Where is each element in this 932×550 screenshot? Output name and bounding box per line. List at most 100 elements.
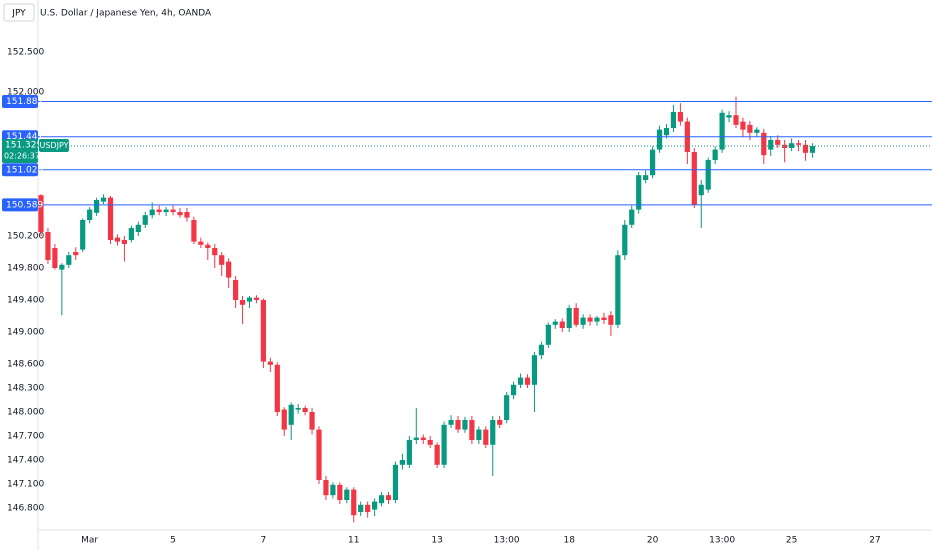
candle-body (441, 424, 447, 465)
level-label-bg (2, 198, 38, 212)
candle-body (267, 361, 273, 365)
candle-body (761, 132, 767, 156)
candle-body (281, 409, 287, 430)
candle-body (476, 429, 482, 440)
candle-body (392, 464, 399, 500)
candle-body (233, 280, 239, 300)
candle-body (239, 300, 246, 305)
candle-body (622, 224, 628, 256)
candle-body (504, 395, 510, 420)
symbol-label: USDJPY (40, 141, 69, 150)
candle-body (128, 228, 134, 240)
candle-body (573, 308, 579, 325)
y-tick-label: 152.000 (7, 88, 44, 98)
x-tick-label: Mar (81, 536, 98, 546)
candle-body (59, 264, 65, 270)
x-tick-label: 11 (348, 536, 359, 546)
candle-body (295, 408, 301, 410)
candle-body (170, 209, 176, 212)
candle-body (712, 149, 718, 160)
y-tick-label: 148.000 (7, 408, 44, 418)
x-tick-label: 25 (786, 536, 797, 546)
currency-box[interactable] (3, 3, 35, 22)
candle-body (747, 124, 753, 133)
candle-body (358, 504, 364, 512)
candle-body (448, 420, 454, 425)
candle-body (615, 255, 621, 325)
symbol-bg (39, 139, 69, 152)
candle-body (73, 252, 79, 256)
y-tick-label: 148.300 (7, 384, 44, 394)
candle-body (226, 261, 232, 278)
candle-body (754, 129, 760, 133)
candle-body (580, 317, 586, 325)
candle-body (94, 200, 100, 213)
candle-body (149, 209, 155, 216)
candle-body (733, 115, 739, 125)
candle-body (344, 489, 350, 500)
candle-body (524, 377, 531, 385)
level-label: 151.882 (6, 97, 43, 107)
currency: JPY (11, 9, 26, 19)
candle-body (768, 140, 774, 150)
candle-body (601, 317, 607, 320)
candle-body (434, 444, 440, 465)
candle-body (302, 408, 308, 412)
candle-body (740, 121, 746, 130)
candle-body (38, 195, 44, 232)
y-tick-label: 149.800 (7, 264, 44, 274)
candle-body (698, 184, 704, 196)
candle-body (483, 429, 489, 445)
candle-body (511, 384, 517, 396)
candle-body (719, 112, 725, 150)
candle-body (782, 144, 788, 148)
candle-body (455, 420, 461, 430)
candle-body (413, 437, 419, 440)
candle-body (45, 232, 51, 260)
candle-body (490, 420, 496, 445)
chart-title: U.S. Dollar / Japanese Yen, 4h, OANDA (40, 9, 212, 19)
candle-body (385, 495, 392, 500)
candle-body (462, 420, 468, 430)
y-tick-label: 148.600 (7, 360, 44, 370)
candle-body (372, 501, 378, 510)
last-price-label: 151.325 (5, 141, 42, 151)
candle-body (775, 140, 781, 145)
y-tick-label: 146.800 (7, 504, 44, 514)
candle-body (260, 300, 266, 362)
candle-body (726, 115, 732, 118)
x-tick-label: 5 (170, 536, 176, 546)
candle-body (809, 146, 816, 153)
candle-body (205, 244, 211, 248)
candle-body (399, 460, 405, 465)
candle-body (406, 440, 412, 465)
candle-body (656, 129, 663, 150)
y-tick-label: 149.000 (7, 328, 44, 338)
candle-body (351, 489, 357, 516)
candle-body (545, 324, 551, 345)
candle-body (288, 404, 294, 425)
candle-body (198, 241, 204, 245)
x-tick-label: 18 (563, 536, 575, 546)
candle-body (274, 364, 280, 412)
level-label-bg (2, 163, 38, 177)
candle-body (559, 321, 565, 328)
level-label: 151.028 (6, 165, 43, 175)
candle-body (663, 128, 670, 136)
y-tick-label: 147.100 (7, 480, 44, 490)
candle-body (552, 321, 558, 325)
candle-body (677, 112, 683, 122)
candle-body (135, 224, 141, 232)
candle-body (469, 420, 475, 440)
candle-body (121, 240, 127, 244)
level-label: 151.441 (6, 132, 43, 142)
candle-body (427, 440, 433, 445)
candle-body (212, 248, 218, 256)
candle-body (420, 437, 426, 440)
candle-body (566, 308, 572, 328)
candle-body (650, 149, 656, 176)
candle-body (100, 197, 107, 202)
candle-body (87, 209, 93, 220)
candle-body (636, 175, 642, 210)
